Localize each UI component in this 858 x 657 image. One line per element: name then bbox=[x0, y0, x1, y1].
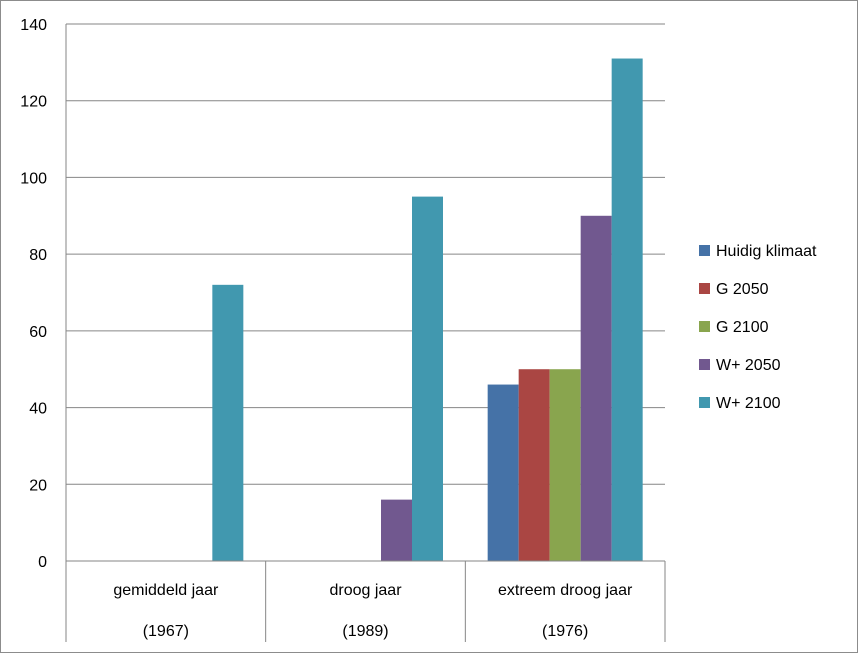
bar bbox=[487, 384, 519, 561]
x-category-label: droog jaar bbox=[329, 582, 402, 599]
x-category-sublabel: (1967) bbox=[143, 623, 189, 640]
y-tick-label: 140 bbox=[20, 17, 47, 34]
gridlines bbox=[66, 23, 665, 485]
bar bbox=[412, 196, 443, 561]
y-tick-label: 20 bbox=[29, 477, 47, 494]
y-tick-labels: 0 20 40 60 80 100 120 140 bbox=[20, 17, 47, 571]
y-tick-label: 120 bbox=[20, 94, 47, 111]
bar bbox=[212, 284, 244, 561]
bar bbox=[611, 58, 643, 562]
x-category-sublabel: (1989) bbox=[342, 623, 388, 640]
legend-label: W+ 2100 bbox=[716, 395, 781, 412]
legend-swatch bbox=[699, 245, 710, 256]
legend-label: G 2100 bbox=[716, 319, 769, 336]
x-category-label: gemiddeld jaar bbox=[113, 582, 219, 599]
bar bbox=[518, 369, 550, 561]
legend-swatch bbox=[699, 321, 710, 332]
legend-swatch bbox=[699, 359, 710, 370]
axes bbox=[65, 24, 666, 642]
bar bbox=[580, 215, 612, 562]
y-tick-label: 100 bbox=[20, 170, 47, 187]
bars bbox=[212, 58, 643, 562]
legend-label: W+ 2050 bbox=[716, 357, 781, 374]
y-tick-label: 40 bbox=[29, 401, 47, 418]
x-category-sublabel: (1976) bbox=[542, 623, 588, 640]
y-tick-label: 60 bbox=[29, 324, 47, 341]
y-tick-label: 80 bbox=[29, 247, 47, 264]
legend-label: Huidig klimaat bbox=[716, 243, 817, 260]
y-tick-label: 0 bbox=[38, 554, 47, 571]
bar bbox=[381, 499, 412, 561]
x-category-labels: gemiddeld jaar (1967) droog jaar (1989) extr… bbox=[113, 582, 633, 640]
legend-label: G 2050 bbox=[716, 281, 769, 298]
legend: Huidig klimaat G 2050 G 2100 W+ 2050 W+ 2100 bbox=[699, 243, 817, 412]
legend-swatch bbox=[699, 397, 710, 408]
x-category-label: extreem droog jaar bbox=[498, 582, 633, 599]
bar bbox=[549, 369, 581, 561]
legend-swatch bbox=[699, 283, 710, 294]
